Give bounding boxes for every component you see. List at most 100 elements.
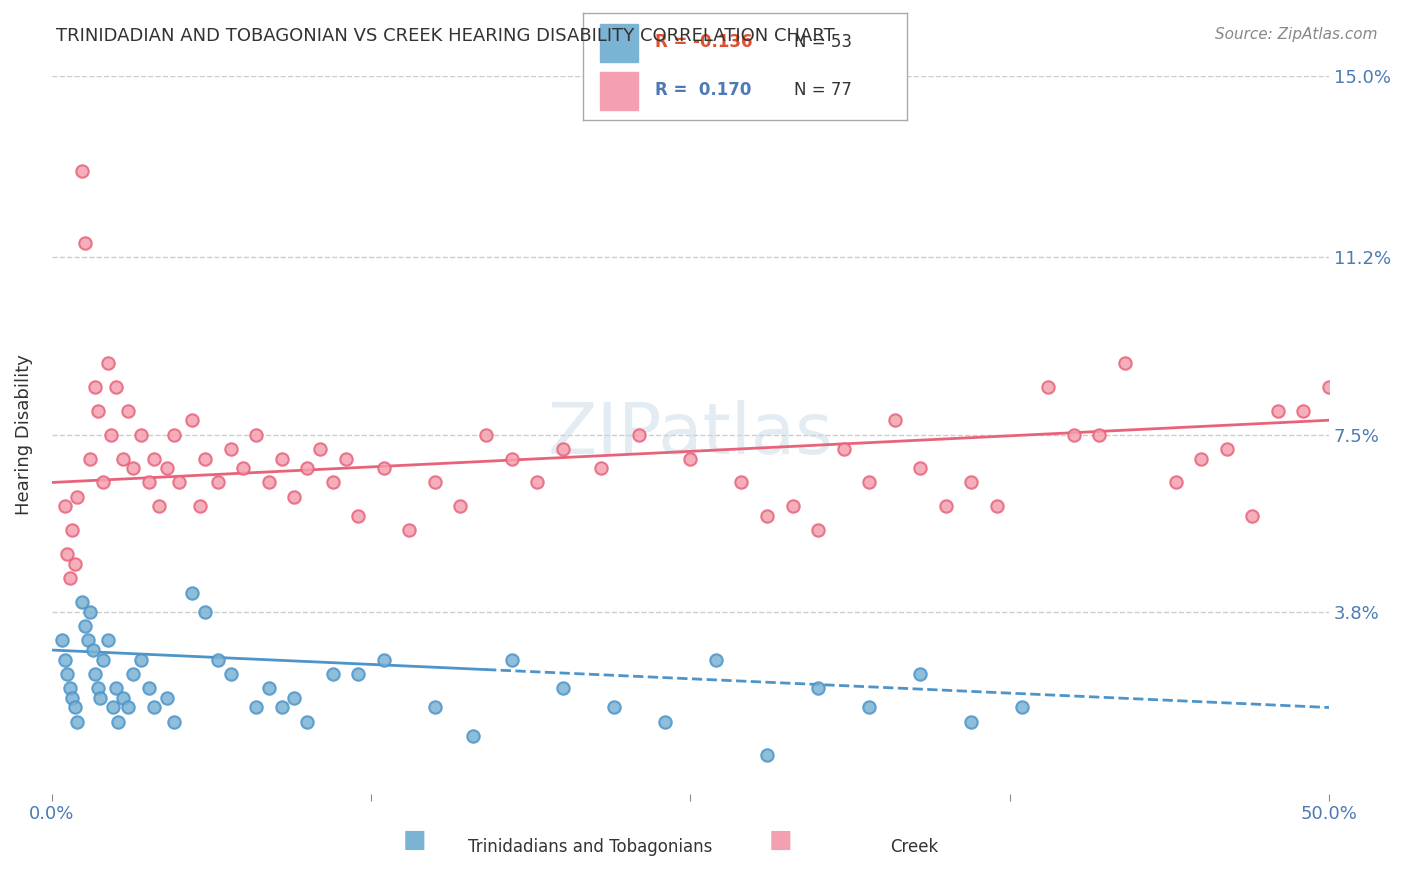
Point <box>450 500 472 514</box>
Point <box>112 451 135 466</box>
Point <box>207 652 229 666</box>
Point <box>122 461 145 475</box>
Point <box>730 475 752 490</box>
Point <box>960 714 983 729</box>
Point <box>603 700 626 714</box>
Point <box>169 475 191 490</box>
Point <box>501 451 523 466</box>
Point <box>551 681 574 696</box>
Point <box>628 427 651 442</box>
Point <box>56 667 79 681</box>
Point <box>87 681 110 696</box>
Point <box>97 633 120 648</box>
Text: R =  0.170: R = 0.170 <box>655 81 751 99</box>
Point <box>589 461 612 475</box>
Point <box>551 442 574 456</box>
Point <box>101 700 124 714</box>
Point <box>501 652 523 666</box>
Text: N = 53: N = 53 <box>793 33 852 51</box>
Text: R = -0.136: R = -0.136 <box>655 33 752 51</box>
Y-axis label: Hearing Disability: Hearing Disability <box>15 354 32 515</box>
Text: Creek: Creek <box>890 838 938 856</box>
Point <box>910 461 932 475</box>
Point <box>73 619 96 633</box>
Point <box>194 605 217 619</box>
Point <box>1114 356 1136 370</box>
Point <box>181 585 204 599</box>
Point <box>60 690 83 705</box>
Point <box>782 500 804 514</box>
Point <box>1063 427 1085 442</box>
Point <box>373 652 395 666</box>
Point <box>232 461 254 475</box>
Point <box>142 451 165 466</box>
Point <box>756 508 779 523</box>
Point <box>76 633 98 648</box>
Point <box>89 690 111 705</box>
Point <box>322 475 344 490</box>
Point <box>526 475 548 490</box>
Point <box>79 451 101 466</box>
Point <box>858 700 880 714</box>
Point <box>117 700 139 714</box>
Point <box>129 652 152 666</box>
Point <box>87 403 110 417</box>
Point <box>283 690 305 705</box>
Point <box>129 427 152 442</box>
Point <box>704 652 727 666</box>
Point <box>373 461 395 475</box>
Point <box>423 475 446 490</box>
Point <box>104 681 127 696</box>
Point <box>194 451 217 466</box>
Point <box>73 236 96 251</box>
Point <box>219 442 242 456</box>
Point <box>51 633 73 648</box>
Point <box>122 667 145 681</box>
Point <box>283 490 305 504</box>
Point <box>66 490 89 504</box>
Point <box>100 427 122 442</box>
Point <box>423 700 446 714</box>
Point <box>107 714 129 729</box>
Point <box>270 700 292 714</box>
Point <box>97 356 120 370</box>
Point <box>66 714 89 729</box>
Point <box>1317 380 1340 394</box>
Point <box>63 700 86 714</box>
Point <box>163 714 186 729</box>
Point <box>245 427 267 442</box>
Point <box>148 500 170 514</box>
Point <box>156 461 179 475</box>
Point <box>1164 475 1187 490</box>
Point <box>257 681 280 696</box>
Point <box>245 700 267 714</box>
Point <box>1395 490 1406 504</box>
Point <box>84 380 107 394</box>
Point <box>960 475 983 490</box>
Point <box>1036 380 1059 394</box>
Point <box>883 413 905 427</box>
Point <box>295 461 318 475</box>
Text: TRINIDADIAN AND TOBAGONIAN VS CREEK HEARING DISABILITY CORRELATION CHART: TRINIDADIAN AND TOBAGONIAN VS CREEK HEAR… <box>56 27 835 45</box>
Point <box>163 427 186 442</box>
Point <box>1241 508 1264 523</box>
Point <box>59 681 82 696</box>
Point <box>1216 442 1239 456</box>
Point <box>1189 451 1212 466</box>
Point <box>181 413 204 427</box>
Point <box>56 547 79 561</box>
Point <box>112 690 135 705</box>
Point <box>756 748 779 763</box>
Point <box>910 667 932 681</box>
Text: ■: ■ <box>769 828 792 852</box>
Point <box>475 427 498 442</box>
Point <box>1088 427 1111 442</box>
Point <box>935 500 957 514</box>
Point <box>295 714 318 729</box>
Point <box>59 571 82 585</box>
Text: ZIPatlas: ZIPatlas <box>547 401 834 469</box>
Point <box>188 500 211 514</box>
Text: Source: ZipAtlas.com: Source: ZipAtlas.com <box>1215 27 1378 42</box>
Point <box>807 524 830 538</box>
Point <box>138 681 160 696</box>
